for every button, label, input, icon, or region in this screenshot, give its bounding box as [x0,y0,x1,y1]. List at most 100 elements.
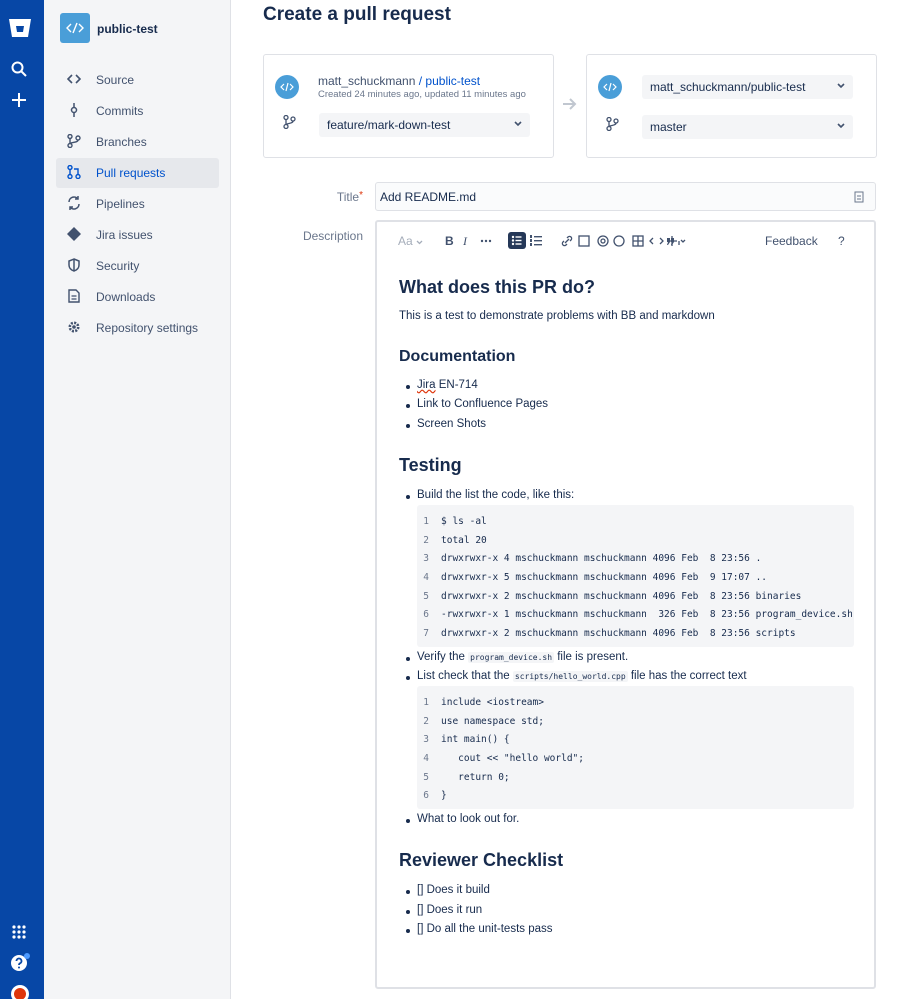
line-number: 6 [423,790,429,802]
code-line: 5 drwxrwxr-x 2 mschuckmann mschuckmann 40… [417,588,854,607]
nav-branches[interactable]: Branches [56,127,219,157]
search-icon[interactable] [11,61,27,77]
apps-icon[interactable] [12,925,26,939]
user-avatar[interactable] [10,984,30,999]
code-line: 3 int main() { [417,731,854,750]
title-label: Title* [300,190,363,204]
text: Verify the [417,651,469,663]
repo-avatar [598,75,622,99]
list-item: [] Does it build [406,884,490,896]
text: file is present. [554,651,629,663]
code-text: return 0; [441,771,510,783]
feedback-button[interactable]: Feedback [765,234,818,248]
repo-link[interactable]: public-test [425,74,481,88]
line-number: 7 [423,628,429,640]
nav-label: Commits [96,104,144,118]
field-icon [854,191,864,203]
sidebar: public-test Source Commits Branches Pull… [44,0,231,999]
nav-repository-settings[interactable]: Repository settings [56,313,219,343]
bold-button[interactable]: B [445,234,454,248]
italic-button[interactable]: I [463,234,467,248]
inline-code: scripts/hello_world.cpp [512,671,628,682]
numbered-list-button[interactable] [530,235,542,246]
bitbucket-logo[interactable] [8,17,32,39]
code-line: 2 use namespace std; [417,713,854,732]
line-number: 3 [423,734,429,746]
nav-pipelines[interactable]: Pipelines [56,189,219,219]
code-line: 1 $ ls -al [417,513,854,532]
code-text: drwxrwxr-x 5 mschuckmann mschuckmann 409… [441,572,768,584]
heading: Documentation [399,348,516,365]
more-formatting[interactable] [480,239,492,243]
nav-label: Security [96,259,140,273]
source-repo: matt_schuckmann / public-test [318,74,480,88]
branch-icon [606,117,619,131]
nav-source[interactable]: Source [56,65,219,95]
code-line: 6} [417,787,854,806]
nav-downloads[interactable]: Downloads [56,282,219,312]
nav-label: Pull requests [96,166,166,180]
create-icon[interactable] [11,92,27,108]
line-number: 2 [423,534,429,546]
list-item: Jira EN-714 [406,379,478,391]
nav-label: Repository settings [96,321,199,335]
code-text: -rwxrwxr-x 1 mschuckmann mschuckmann 326… [441,609,853,621]
code-line: 1 include <iostream> [417,694,854,713]
repo-avatar [60,13,90,43]
paragraph: This is a test to demonstrate problems w… [399,310,715,322]
code-text: } [441,790,447,802]
separator: / [418,74,423,88]
title-value: Add README.md [380,190,477,204]
nav-commits[interactable]: Commits [56,96,219,126]
page-title: Create a pull request [263,4,451,25]
code-text: int main() { [441,734,510,746]
help-icon[interactable] [10,952,32,974]
destination-repo-select[interactable]: matt_schuckmann/public-test [642,75,853,99]
nav-security[interactable]: Security [56,251,219,281]
code-block: 1 $ ls -al 2 total 20 3 drwxrwxr-x 4 mschuckm… [417,505,854,647]
code-line: 5 return 0; [417,769,854,788]
help-button[interactable]: ? [838,234,845,248]
line-number: 2 [423,715,429,727]
text: EN-714 [435,379,478,391]
code-text: drwxrwxr-x 4 mschuckmann mschuckmann 409… [441,553,762,565]
global-nav [0,0,44,999]
nav-pull-requests[interactable]: Pull requests [56,158,219,188]
description-label: Description [302,229,363,243]
code-text: drwxrwxr-x 2 mschuckmann mschuckmann 409… [441,590,802,602]
list-item: Build the list the code, like this: [405,489,575,501]
list-item: Verify the program_device.sh file is pre… [405,651,629,663]
source-panel: matt_schuckmann / public-test Created 24… [263,54,554,158]
line-number: 6 [423,609,429,621]
line-number: 4 [423,753,429,765]
nav-label: Downloads [96,290,156,304]
required-mark: * [359,190,363,201]
owner: matt_schuckmann [318,74,416,88]
list-item: Link to Confluence Pages [405,398,549,410]
source-branch-select[interactable]: feature/mark-down-test [319,113,530,137]
branch-name: master [650,120,687,134]
bullet-list-button[interactable] [508,232,526,249]
code-line: 7 drwxrwxr-x 2 mschuckmann mschuckmann 40… [417,625,854,644]
repo-name[interactable]: public-test [97,22,158,36]
line-number: 4 [423,572,429,584]
nav-jira-issues[interactable]: Jira issues [56,220,219,250]
code-text: $ ls -al [441,516,487,527]
nav-label: Pipelines [96,197,145,211]
insert-tools[interactable] [561,235,711,247]
misspelled-word: Jira [417,379,436,391]
title-input[interactable]: Add README.md [375,182,876,211]
code-text: include <iostream> [441,697,544,708]
code-block: 1 include <iostream> 2 use namespace std; 3 i… [417,686,854,809]
code-line: 3 drwxrwxr-x 4 mschuckmann mschuckmann 40… [417,550,854,569]
code-line: 4 drwxrwxr-x 5 mschuckmann mschuckmann 40… [417,569,854,588]
nav-label: Jira issues [96,228,153,242]
destination-branch-select[interactable]: master [642,115,853,139]
code-text: use namespace std; [441,715,544,727]
line-number: 5 [423,590,429,602]
description-editor[interactable]: Aa B I Feedback ? What does this PR do? … [375,220,876,989]
text-style-button[interactable]: Aa [398,234,423,248]
line-number: 1 [423,697,429,708]
